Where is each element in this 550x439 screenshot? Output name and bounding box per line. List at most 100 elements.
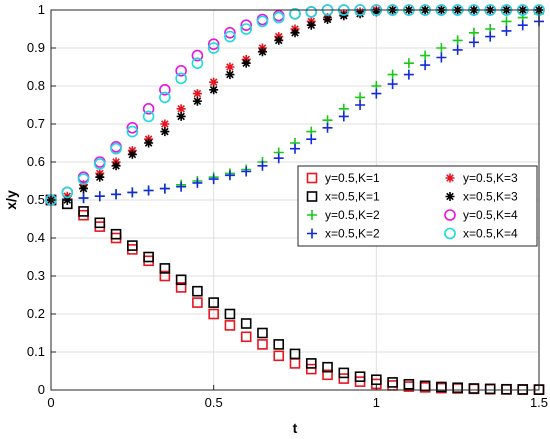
data-point [175,274,187,286]
legend-marker [307,228,317,239]
legend-box [297,165,538,247]
data-point [306,20,316,30]
y-tick-label: 0.4 [27,230,45,245]
data-point [94,217,106,229]
data-point [273,350,285,362]
x-tick-label: 0.5 [205,395,223,410]
data-point [517,20,528,31]
data-point [176,181,187,192]
data-point [160,127,170,137]
legend-label: x=0.5,K=2 [325,227,380,241]
data-point [78,206,89,217]
y-tick-label: 0.8 [27,78,45,93]
y-tick-label: 0 [38,382,45,397]
data-point [501,16,512,27]
data-point [209,77,219,87]
data-point [142,110,155,123]
y-tick-label: 0.1 [27,344,45,359]
y-tick-label: 0.3 [27,268,45,283]
data-point [192,285,203,297]
data-point [501,383,512,395]
data-point [142,103,155,115]
legend-marker [445,192,455,201]
legend-item: y=0.5,K=3 [445,171,518,185]
legend-label: x=0.5,K=4 [463,227,518,241]
data-point [436,52,447,63]
data-point [274,35,284,45]
data-point [420,50,431,61]
data-point [403,378,415,390]
tick-layer: 0 0.5 1 1.5 0 0.1 0.2 0.3 0.4 0.5 0.6 0.7 0.8 0.9 1 [27,2,548,410]
data-point [240,23,252,35]
legend-item: y=0.5,K=2 [307,208,380,222]
data-point [501,25,512,36]
data-point [371,374,382,386]
data-point [207,38,220,51]
data-point [484,383,496,395]
legend-marker [306,191,318,202]
legend-item: x=0.5,K=4 [444,227,518,241]
data-point [305,363,317,375]
x-axis-label: t [293,420,298,436]
data-point [175,72,187,85]
data-point [289,8,301,20]
data-point [257,339,268,350]
data-point [159,270,171,282]
data-point [305,358,317,369]
data-point [224,26,236,39]
y-tick-label: 1 [38,2,45,17]
data-point [468,27,479,38]
data-point [322,369,333,381]
legend-label: y=0.5,K=1 [325,171,380,185]
data-point [79,184,89,194]
data-point [144,138,154,148]
data-point [159,183,170,194]
data-point [387,79,398,90]
data-point [257,160,268,171]
data-point [355,100,366,110]
data-point [403,58,414,69]
data-point [338,373,350,384]
data-point [143,251,154,263]
data-point [192,177,203,188]
data-point [225,62,235,72]
data-point [159,263,171,274]
data-point [371,88,382,99]
data-point [127,187,138,198]
data-point [420,60,431,71]
y-tick-label: 0.7 [27,116,45,131]
data-point [191,57,204,70]
data-point [273,339,285,350]
legend-item: y=0.5,K=4 [444,208,518,222]
data-point [436,381,447,393]
data-point [338,367,350,379]
data-point [191,49,204,62]
y-tick-label: 0.2 [27,306,45,321]
data-point [224,30,236,43]
data-point [338,111,349,122]
data-point [241,58,251,68]
data-point [95,172,105,182]
data-point [61,186,74,199]
data-point [485,31,496,42]
legend-label: y=0.5,K=2 [325,208,380,222]
data-point [468,37,479,48]
data-point [159,91,171,104]
data-point [240,318,252,329]
legend-label: y=0.5,K=4 [463,208,518,222]
legend-label: x=0.5,K=3 [463,190,518,204]
data-point [452,382,463,394]
data-point [175,282,187,293]
legend-marker [445,173,455,183]
data-point [127,240,138,251]
data-point [127,149,137,159]
data-point [110,142,122,155]
data-point [126,122,139,134]
data-point [240,19,252,32]
data-point [94,191,105,202]
data-point [387,377,398,388]
data-point [192,297,203,308]
data-point [273,153,284,164]
data-point [517,384,529,395]
